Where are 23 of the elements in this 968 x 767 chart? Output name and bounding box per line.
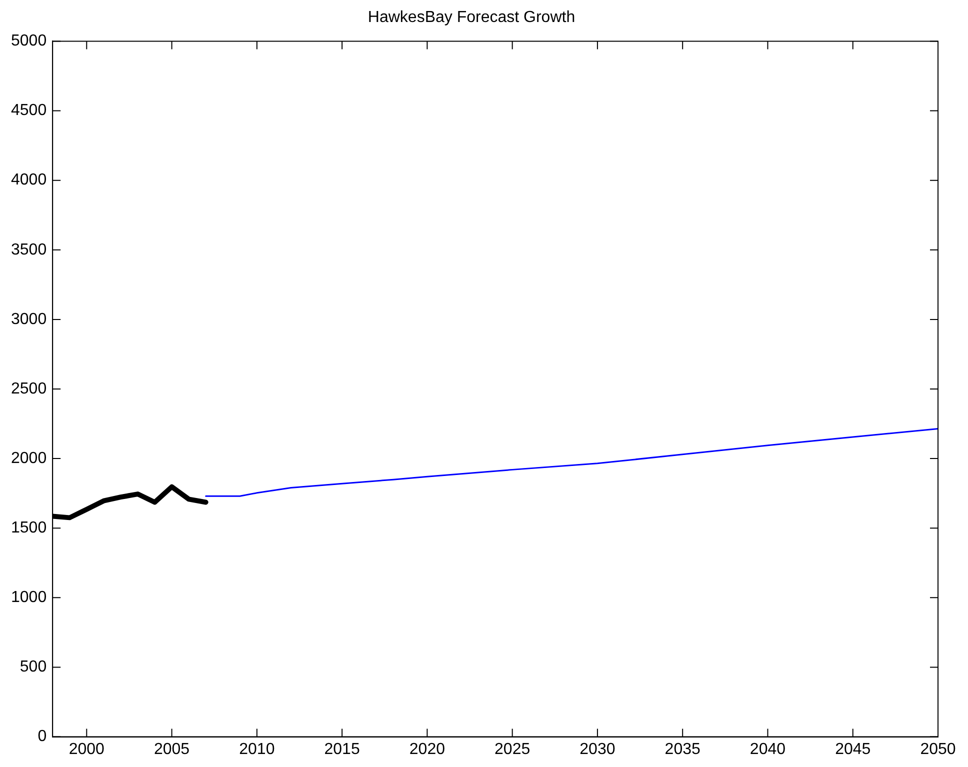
x-tick-label: 2030 xyxy=(580,740,616,758)
y-tick-label: 0 xyxy=(38,728,47,746)
x-tick-label: 2035 xyxy=(664,740,700,758)
x-tick-label: 2000 xyxy=(68,740,105,758)
y-tick-label: 2000 xyxy=(11,450,47,467)
x-tick-label: 2025 xyxy=(494,740,530,758)
y-tick-label: 2500 xyxy=(11,380,47,398)
y-tick-label: 3500 xyxy=(11,241,47,258)
x-tick-label: 2020 xyxy=(409,740,446,758)
x-tick-label: 2015 xyxy=(324,740,360,758)
x-tick-label: 2040 xyxy=(750,740,786,758)
y-tick-label: 3000 xyxy=(11,310,47,328)
y-tick-label: 1500 xyxy=(11,520,47,537)
y-tick-label: 4000 xyxy=(11,172,47,189)
x-tick-label: 2045 xyxy=(835,740,871,758)
y-tick-label: 500 xyxy=(20,658,47,676)
y-tick-label: 1000 xyxy=(11,589,47,606)
y-tick-label: 4500 xyxy=(11,102,47,120)
x-tick-label: 2005 xyxy=(154,740,190,758)
x-tick-label: 2010 xyxy=(239,740,275,758)
y-tick-label: 5000 xyxy=(11,32,47,50)
x-tick-label: 2050 xyxy=(920,740,956,758)
chart-title: HawkesBay Forecast Growth xyxy=(368,9,576,26)
